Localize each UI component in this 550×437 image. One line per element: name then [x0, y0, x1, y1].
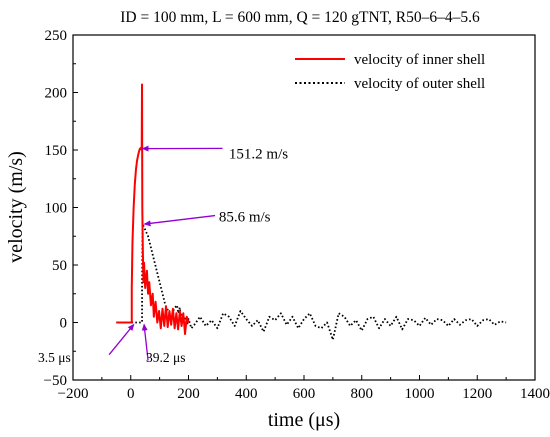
- annotation-outer-start-arrow: [141, 323, 149, 361]
- x-axis-label: time (μs): [268, 409, 340, 431]
- series-line-inner-shell: [116, 83, 190, 335]
- series-layer: [116, 83, 507, 341]
- annotation-layer: 151.2 m/s 85.6 m/s 3.5 μs 39.2 μs: [38, 145, 288, 365]
- annotation-inner-start-arrow: [108, 323, 135, 356]
- annotation-inner-start-label: 3.5 μs: [38, 350, 71, 365]
- y-tick-label: 0: [60, 316, 68, 332]
- annotation-outer-start-label: 39.2 μs: [146, 350, 186, 365]
- y-tick-label: −50: [44, 373, 67, 389]
- legend-label-inner: velocity of inner shell: [354, 52, 485, 68]
- y-tick-label: 150: [45, 143, 68, 159]
- plot-frame: [72, 34, 536, 381]
- tick-layer: −200 0 200 400 600 800 1000 1200 1400 −50 0 50 100 15…: [44, 28, 550, 402]
- annotation-outer-peak-label: 85.6 m/s: [219, 210, 271, 226]
- x-tick-label: 1000: [405, 386, 435, 402]
- x-tick-label: 400: [235, 386, 258, 402]
- x-tick-label: 0: [127, 386, 135, 402]
- y-tick-label: 250: [45, 28, 68, 44]
- x-tick-label: 800: [351, 386, 374, 402]
- y-axis-label: velocity (m/s): [5, 151, 27, 263]
- annotation-inner-peak-label: 151.2 m/s: [229, 146, 288, 162]
- x-tick-label: 600: [293, 386, 316, 402]
- series-line-outer-shell: [116, 223, 507, 341]
- y-tick-label: 200: [45, 86, 68, 102]
- x-tick-label: 1200: [462, 386, 492, 402]
- y-tick-label: 100: [45, 201, 68, 217]
- annotation-outer-peak-arrow: [143, 214, 216, 227]
- x-tick-label: 1400: [520, 386, 550, 402]
- chart-title: ID = 100 mm, L = 600 mm, Q = 120 gTNT, R…: [120, 9, 480, 26]
- y-tick-label: 50: [52, 258, 67, 274]
- x-tick-label: 200: [177, 386, 200, 402]
- legend-label-outer: velocity of outer shell: [354, 76, 485, 92]
- x-tick-label: −200: [58, 386, 89, 402]
- legend: velocity of inner shell velocity of oute…: [295, 52, 485, 92]
